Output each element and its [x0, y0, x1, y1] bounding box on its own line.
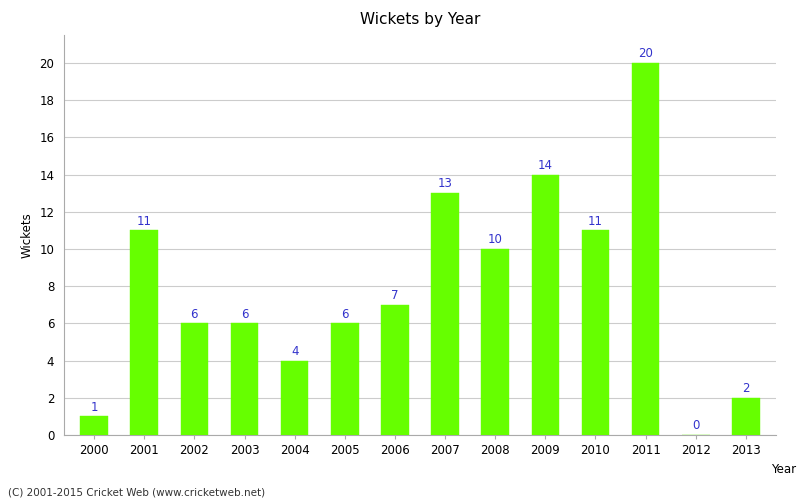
Bar — [381, 305, 409, 435]
Text: 4: 4 — [291, 345, 298, 358]
Text: 10: 10 — [488, 233, 502, 246]
Bar — [732, 398, 760, 435]
Text: 2: 2 — [742, 382, 750, 395]
Text: 11: 11 — [137, 214, 152, 228]
Text: 6: 6 — [341, 308, 349, 320]
Bar — [582, 230, 610, 435]
Bar — [482, 249, 509, 435]
Text: 6: 6 — [241, 308, 248, 320]
Text: 0: 0 — [692, 419, 699, 432]
Text: 6: 6 — [190, 308, 198, 320]
X-axis label: Year: Year — [770, 463, 796, 476]
Bar — [80, 416, 108, 435]
Text: 20: 20 — [638, 47, 653, 60]
Text: 7: 7 — [391, 289, 398, 302]
Text: 1: 1 — [90, 400, 98, 413]
Y-axis label: Wickets: Wickets — [21, 212, 34, 258]
Bar — [181, 324, 208, 435]
Bar — [331, 324, 358, 435]
Bar — [130, 230, 158, 435]
Bar — [632, 63, 659, 435]
Bar — [281, 360, 309, 435]
Bar — [431, 193, 459, 435]
Bar — [531, 174, 559, 435]
Text: 11: 11 — [588, 214, 603, 228]
Bar — [230, 324, 258, 435]
Title: Wickets by Year: Wickets by Year — [360, 12, 480, 27]
Text: 14: 14 — [538, 158, 553, 172]
Text: 13: 13 — [438, 178, 453, 190]
Text: (C) 2001-2015 Cricket Web (www.cricketweb.net): (C) 2001-2015 Cricket Web (www.cricketwe… — [8, 488, 265, 498]
